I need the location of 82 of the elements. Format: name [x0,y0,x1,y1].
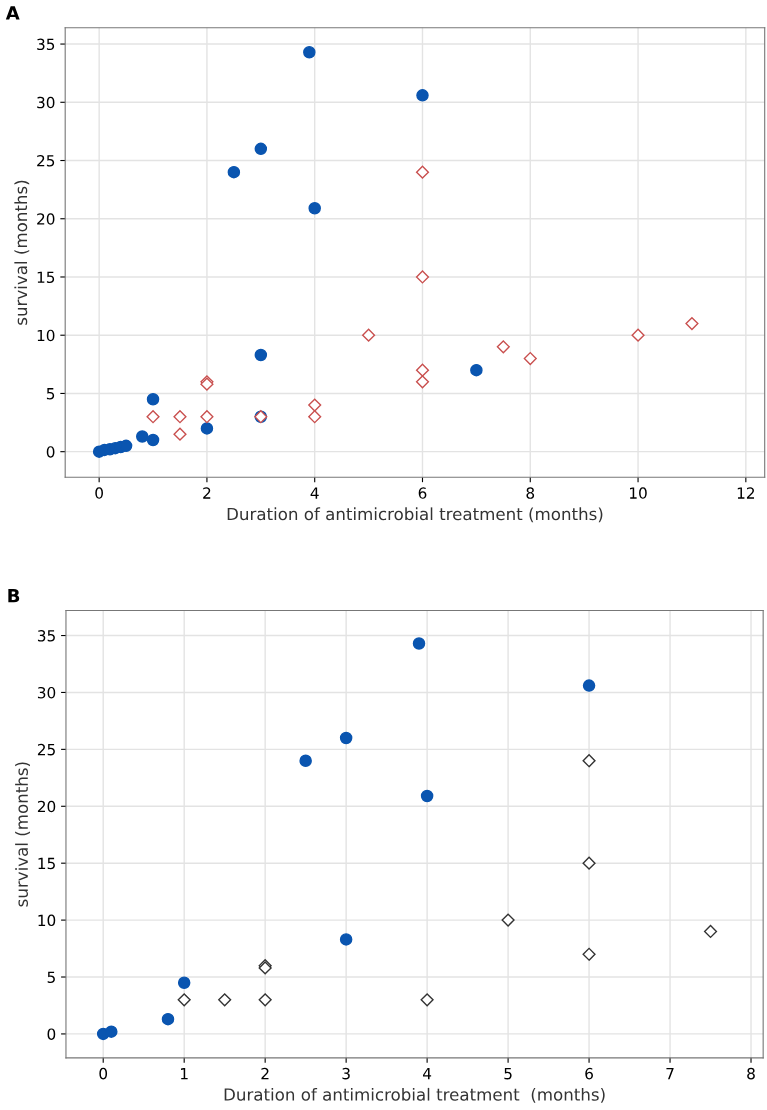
point [339,933,353,946]
point [177,993,191,1007]
point [105,1025,118,1038]
point [161,1012,175,1026]
y-tick-label: 0 [47,1028,56,1040]
point [415,165,430,179]
y-tick-label: 25 [37,743,55,756]
y-tick-label: 20 [37,213,55,225]
point [308,410,322,424]
point [496,340,510,354]
y-tick-label: 10 [38,914,56,927]
point [582,754,596,768]
point [703,924,718,939]
point [254,348,268,362]
x-tick-label: 10 [630,487,647,499]
point [415,270,430,284]
x-tick-label: 0 [95,487,103,499]
y-tick-label: 20 [37,800,56,813]
x-tick-label: 1 [181,1068,188,1080]
y-tick-label: 5 [46,388,55,400]
x-tick-label: 4 [310,487,319,499]
point [582,679,596,692]
y-tick-label: 25 [37,154,55,167]
chart-title: A [5,6,20,20]
point [308,398,322,412]
y-tick-label: 0 [46,446,55,458]
point [218,993,232,1007]
point [582,856,596,870]
y-axis-title: survival (months) [15,762,30,907]
point [415,363,430,377]
point [146,410,160,424]
x-axis-title: Duration of antimicrobial treatment (months) [227,507,603,523]
point [582,947,596,961]
x-tick-label: 0 [99,1067,108,1080]
y-tick-label: 30 [37,686,56,699]
point [523,351,537,366]
x-tick-label: 8 [747,1067,755,1080]
point [362,328,376,342]
x-tick-label: 6 [585,1067,593,1080]
point [412,637,426,650]
point [308,202,321,215]
point [146,393,160,406]
y-tick-label: 15 [37,271,55,283]
point [136,430,149,443]
y-axis-title: survival (months) [14,180,30,325]
x-tick-label: 2 [203,487,211,499]
x-tick-label: 8 [526,487,535,499]
y-tick-label: 10 [37,329,55,342]
point [420,789,434,803]
point [173,427,187,441]
x-tick-label: 7 [666,1068,674,1080]
point [415,375,430,389]
chart-title: B [8,589,20,603]
y-tick-label: 30 [37,96,55,109]
y-tick-label: 15 [38,857,55,870]
x-tick-label: 5 [504,1068,512,1080]
point [420,993,434,1007]
y-tick-label: 35 [37,38,55,51]
point [339,731,353,745]
x-tick-label: 3 [342,1067,350,1080]
point [501,913,515,927]
point [299,754,312,767]
point [177,976,191,989]
point [470,363,483,377]
point [200,422,214,435]
point [258,993,272,1007]
x-tick-label: 12 [737,487,755,499]
x-tick-label: 6 [418,487,427,499]
x-tick-label: 2 [261,1067,269,1080]
y-tick-label: 5 [47,971,55,984]
point [631,328,645,342]
point [685,316,699,331]
point [173,410,187,424]
y-tick-label: 35 [37,630,55,642]
point [146,433,160,447]
point [200,410,214,424]
x-tick-label: 4 [423,1068,432,1080]
point [303,45,316,59]
x-axis-title: Duration of antimicrobial treatment (months) [224,1087,605,1103]
point [227,165,241,179]
point [254,142,268,156]
point [416,89,429,102]
